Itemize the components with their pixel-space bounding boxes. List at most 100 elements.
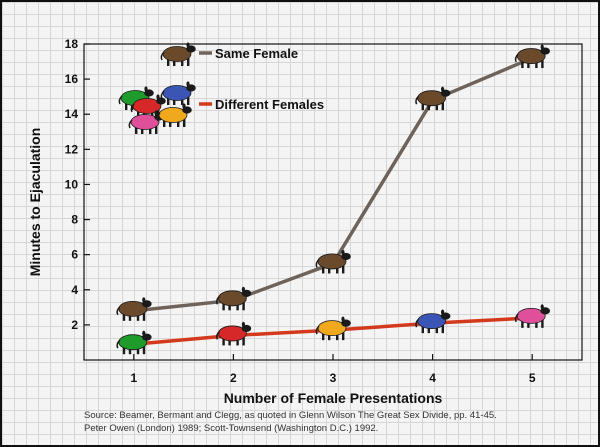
sheep-leg (163, 119, 166, 127)
sheep-leg (435, 102, 438, 111)
sheep-leg (427, 325, 430, 334)
sheep-leg (535, 60, 538, 69)
plot-area (83, 43, 583, 361)
sheep-leg (322, 265, 325, 274)
sheep-tail (315, 258, 320, 268)
sheep-ear (441, 86, 445, 92)
sheep-leg (136, 312, 140, 321)
sheep-tail (156, 112, 161, 122)
data-point-sheep-different-1 (116, 330, 152, 355)
sheep-leg (143, 110, 146, 118)
sheep-leg (521, 319, 524, 328)
sheep-tail (415, 318, 420, 328)
sheep-ear (154, 110, 158, 116)
sheep-leg (435, 325, 438, 334)
x-tick-label: 3 (330, 371, 337, 385)
legend-sheep-icon-yellow (156, 103, 192, 127)
sheep-tail (215, 295, 220, 305)
source-note: Source: Beamer, Bermant and Clegg, as qu… (84, 409, 594, 435)
sheep-leg (141, 126, 144, 134)
sheep-leg (421, 325, 424, 334)
sheep-leg (169, 119, 172, 127)
sheep-leg (181, 58, 184, 66)
sheep-ear (156, 94, 160, 100)
sheep-leg (541, 319, 544, 328)
x-tick-label: 1 (130, 371, 137, 385)
sheep-leg (328, 332, 331, 341)
sheep-leg (342, 265, 345, 274)
sheep-ear (142, 297, 146, 303)
sheep-leg (441, 102, 444, 111)
sheep-tail (415, 95, 420, 105)
sheep-leg (181, 97, 184, 105)
y-tick-label: 12 (65, 142, 79, 156)
sheep-tail (514, 313, 519, 323)
y-tick-label: 10 (65, 177, 79, 191)
sheep-leg (187, 58, 190, 66)
sheep-ear (186, 81, 190, 87)
sheep-leg (167, 58, 170, 66)
sheep-leg (135, 126, 138, 134)
sheep-leg (242, 337, 245, 346)
sheep-leg (322, 332, 325, 341)
sheep-tail (315, 325, 320, 335)
sheep-leg (183, 119, 186, 127)
sheep-leg (151, 110, 154, 118)
sheep-leg (236, 302, 239, 311)
sheep-ear (142, 330, 146, 336)
sheep-ear (341, 316, 345, 322)
sheep-leg (136, 346, 140, 355)
sheep-leg (236, 337, 239, 346)
sheep-ear (241, 286, 245, 292)
y-tick-label: 14 (65, 107, 79, 121)
sheep-leg (541, 60, 544, 69)
sheep-leg (137, 110, 140, 118)
sheep-leg (177, 119, 180, 127)
sheep-leg (336, 332, 339, 341)
sheep-leg (336, 265, 339, 274)
sheep-tail (160, 51, 165, 61)
legend-sheep-icon-same (160, 42, 196, 66)
x-tick-label: 2 (230, 371, 237, 385)
legend-sheep-icon-blue (160, 81, 196, 105)
sheep-leg (242, 302, 245, 311)
sheep-leg (441, 325, 444, 334)
y-tick-label: 4 (71, 283, 78, 297)
sheep-ear (540, 44, 544, 50)
sheep-ear (186, 42, 190, 48)
sheep-leg (173, 58, 176, 66)
x-tick-label: 5 (529, 371, 536, 385)
legend-label-same-female: Same Female (215, 46, 298, 61)
sheep-leg (142, 312, 146, 321)
data-point-sheep-same-4 (415, 86, 451, 111)
sheep-ear (241, 321, 245, 328)
sheep-leg (128, 346, 132, 355)
sheep-tail (514, 53, 519, 63)
y-tick-label: 6 (71, 248, 78, 262)
sheep-leg (167, 97, 170, 105)
sheep-leg (421, 102, 424, 111)
sheep-leg (521, 60, 524, 69)
y-tick-label: 8 (71, 213, 78, 227)
source-line-2: Peter Owen (London) 1989; Scott-Townsend… (84, 423, 379, 434)
sheep-ear (540, 304, 544, 310)
sheep-leg (142, 346, 146, 355)
sheep-leg (125, 102, 128, 110)
sheep-ear (441, 309, 445, 315)
series-line-same-female (133, 56, 533, 313)
sheep-leg (222, 337, 225, 346)
sheep-leg (527, 60, 530, 69)
legend-sheep-icon-pink (128, 110, 164, 134)
sheep-leg (535, 319, 538, 328)
sheep-tail (118, 95, 123, 105)
sheep-leg (149, 126, 152, 134)
sheep-leg (222, 302, 225, 311)
sheep-tail (116, 306, 121, 316)
data-point-sheep-different-2 (215, 321, 252, 346)
data-point-sheep-different-5 (514, 304, 550, 328)
data-point-sheep-same-1 (116, 297, 152, 321)
sheep-ear (144, 86, 148, 92)
data-point-sheep-same-2 (215, 286, 252, 311)
y-tick-label: 2 (71, 318, 78, 332)
data-point-sheep-same-5 (514, 44, 550, 69)
